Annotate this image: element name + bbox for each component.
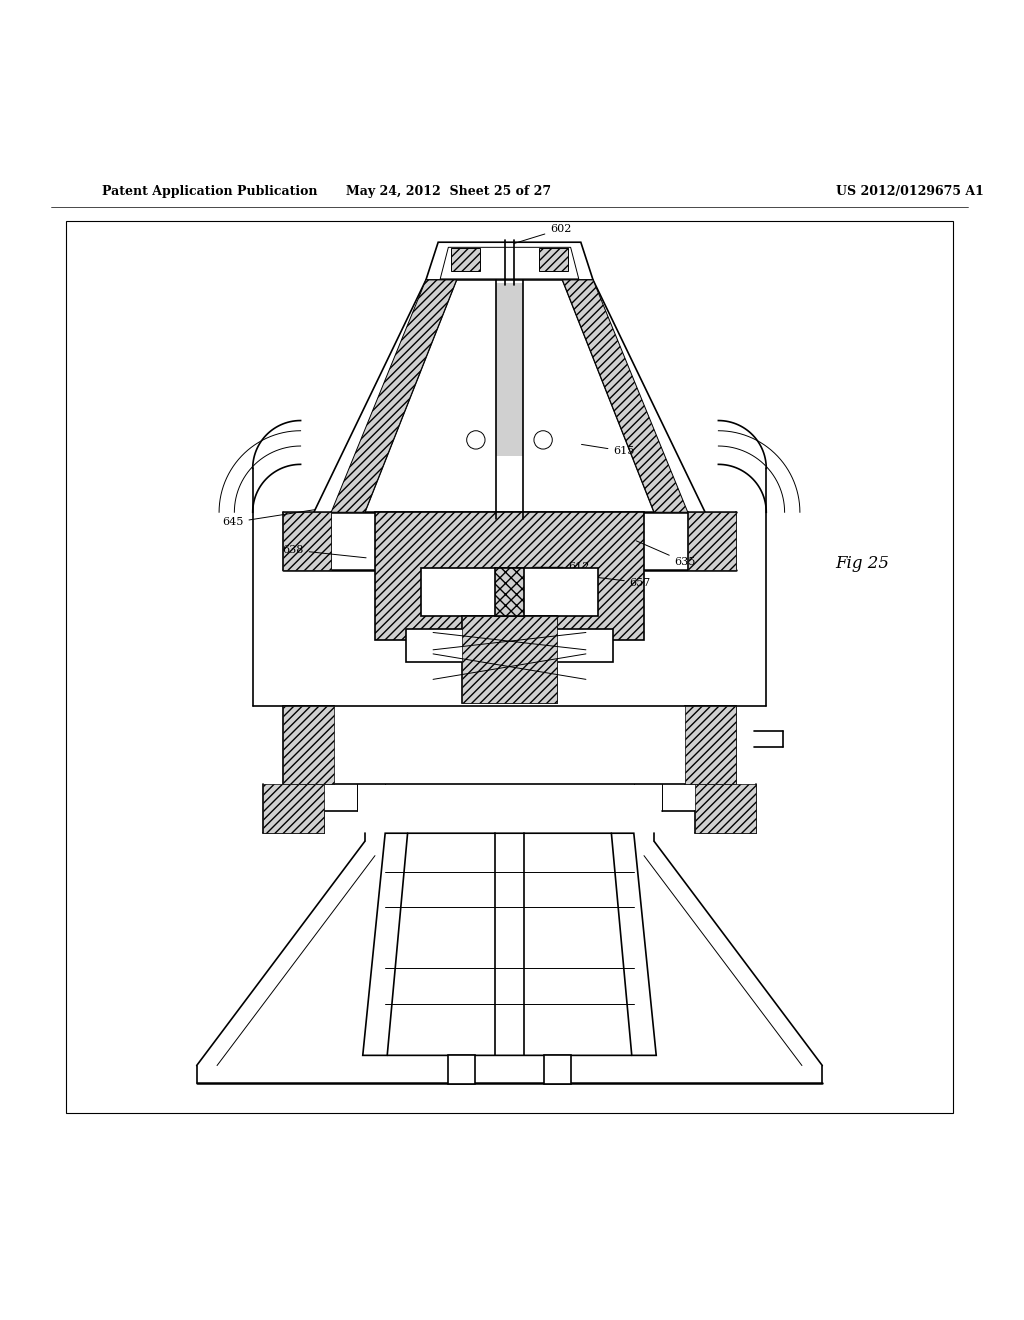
Bar (497, 282, 522, 457)
Text: May 24, 2012  Sheet 25 of 27: May 24, 2012 Sheet 25 of 27 (346, 185, 551, 198)
Bar (421, 569, 598, 616)
Bar (695, 784, 756, 833)
Bar (284, 512, 331, 570)
Bar (375, 512, 644, 640)
Bar (263, 784, 324, 833)
Bar (284, 706, 334, 784)
Bar (462, 616, 557, 702)
Text: 635: 635 (636, 541, 696, 568)
Bar (452, 248, 480, 271)
Bar (67, 220, 952, 1114)
Bar (449, 1056, 475, 1084)
Text: 645: 645 (222, 510, 315, 528)
Text: 638: 638 (283, 545, 367, 558)
Bar (462, 616, 557, 702)
Polygon shape (562, 280, 688, 512)
Text: Patent Application Publication: Patent Application Publication (102, 185, 317, 198)
Text: 615: 615 (582, 445, 635, 457)
Text: US 2012/0129675 A1: US 2012/0129675 A1 (836, 185, 983, 198)
Bar (539, 248, 567, 271)
Text: 612: 612 (535, 562, 590, 573)
Polygon shape (331, 280, 457, 512)
Bar (544, 1056, 570, 1084)
Bar (284, 706, 735, 784)
Polygon shape (426, 243, 593, 280)
Bar (685, 706, 735, 784)
Bar (496, 569, 523, 616)
Text: 657: 657 (592, 577, 651, 587)
Text: Fig 25: Fig 25 (836, 554, 890, 572)
Bar (688, 512, 735, 570)
Text: 602: 602 (514, 224, 571, 243)
Bar (406, 630, 613, 663)
Polygon shape (362, 833, 656, 1056)
